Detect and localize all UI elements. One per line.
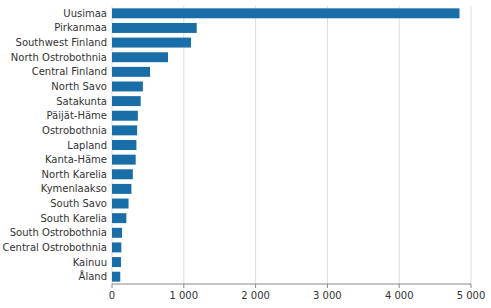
tick-label: 5 000 (457, 290, 486, 301)
category-label: Kymenlaakso (41, 183, 107, 194)
category-label: Kanta-Häme (45, 154, 107, 165)
bar (112, 67, 150, 77)
tick-mark (327, 284, 328, 288)
category-label: Lapland (67, 140, 107, 151)
bars (112, 8, 460, 281)
bar (112, 8, 460, 18)
grid (112, 6, 471, 284)
category-label: Central Finland (32, 66, 107, 77)
y-axis: Uusimaa Pirkanmaa Southwest Finland North O… (2, 8, 107, 282)
bar (112, 111, 138, 121)
tick-mark (255, 284, 256, 288)
bar (112, 213, 126, 223)
tick-mark (399, 284, 400, 288)
category-label: Central Ostrobothnia (2, 242, 107, 253)
category-label: South Savo (50, 198, 107, 209)
chart-container: 0 1 000 2 000 3 000 4 000 5 000 Uusimaa Pirkanm… (0, 0, 491, 308)
bar (112, 257, 121, 267)
tick-label: 1 000 (169, 290, 198, 301)
tick-mark (471, 284, 472, 288)
tick-label: 3 000 (313, 290, 342, 301)
category-label: Ostrobothnia (42, 125, 107, 136)
tick-label: 4 000 (385, 290, 414, 301)
bar (112, 242, 121, 252)
grid-line (255, 6, 256, 284)
tick-label: 2 000 (241, 290, 270, 301)
bar (112, 96, 141, 106)
category-label: North Karelia (42, 169, 107, 180)
bar (112, 155, 136, 165)
category-label: North Savo (51, 81, 107, 92)
bar (112, 228, 122, 238)
category-label: Satakunta (56, 96, 107, 107)
grid-line (399, 6, 400, 284)
bar (112, 125, 137, 135)
category-label: South Ostrobothnia (10, 227, 107, 238)
tick-label: 0 (109, 290, 115, 301)
grid-line (327, 6, 328, 284)
bar (112, 38, 191, 48)
category-label: Åland (79, 270, 107, 282)
bar (112, 81, 143, 91)
bar (112, 184, 131, 194)
bar (112, 272, 120, 282)
category-label: Kainuu (73, 257, 107, 268)
bar (112, 140, 136, 150)
bar (112, 169, 133, 179)
grid-line (183, 6, 184, 284)
bar (112, 52, 168, 62)
axis-line (112, 284, 471, 285)
category-label: Southwest Finland (16, 37, 107, 48)
category-label: North Ostrobothnia (11, 52, 107, 63)
x-axis: 0 1 000 2 000 3 000 4 000 5 000 (109, 284, 486, 301)
chart-svg: 0 1 000 2 000 3 000 4 000 5 000 Uusimaa Pirkanm… (0, 0, 491, 308)
grid-line (471, 6, 472, 284)
tick-mark (112, 284, 113, 288)
category-label: Pirkanmaa (54, 22, 107, 33)
bar (112, 23, 197, 33)
category-label: South Karelia (41, 213, 107, 224)
category-label: Päijät-Häme (47, 110, 107, 121)
bar (112, 199, 129, 209)
tick-mark (183, 284, 184, 288)
category-label: Uusimaa (63, 8, 107, 19)
